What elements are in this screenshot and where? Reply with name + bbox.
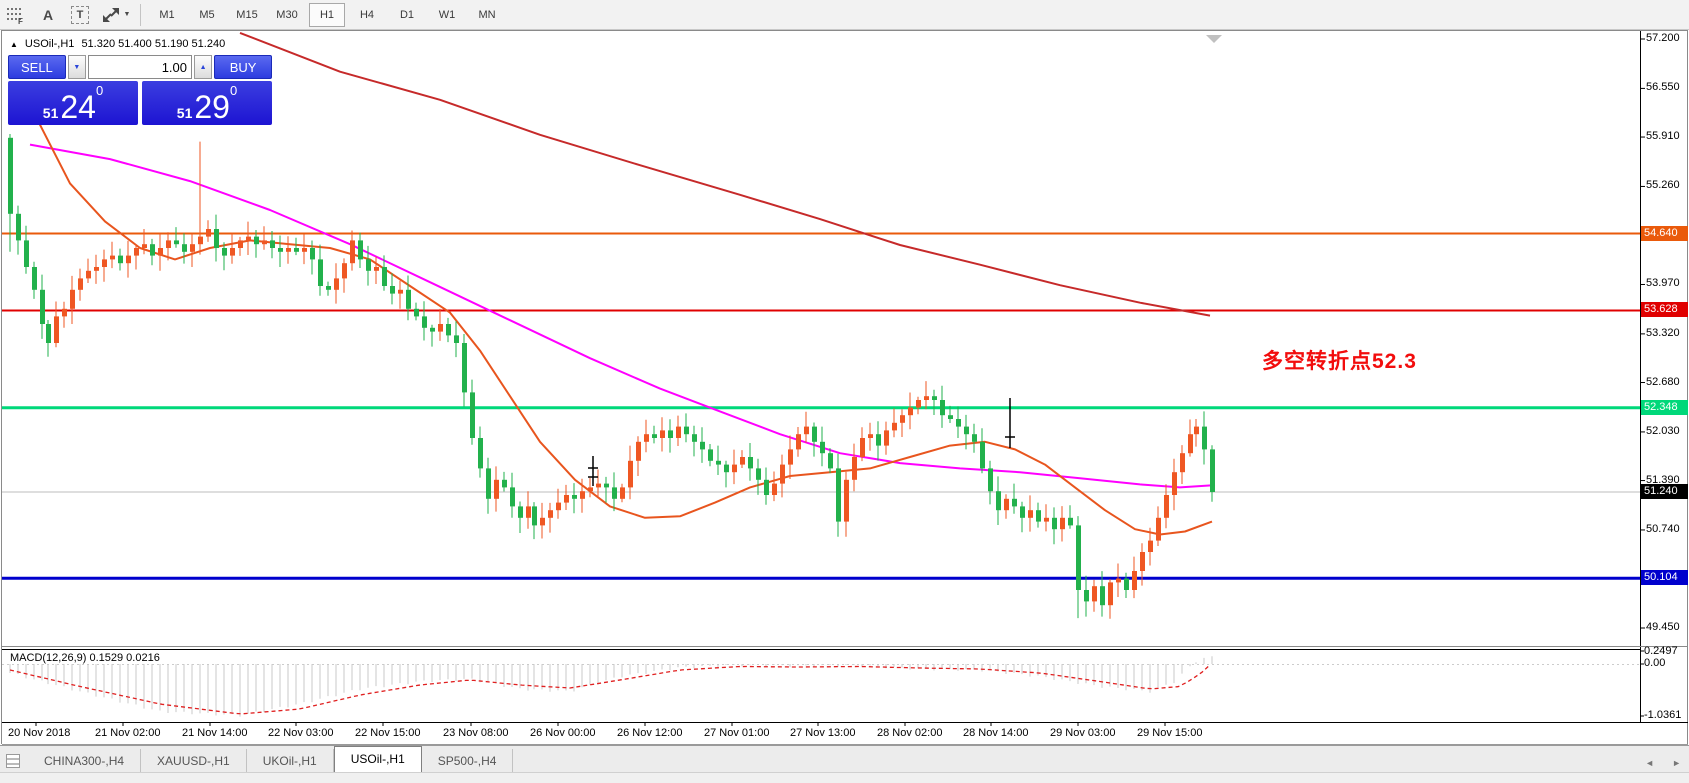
timeframe-m1[interactable]: M1 bbox=[159, 8, 175, 21]
price-tick-label: 53.970 bbox=[1646, 277, 1680, 290]
price-tick-label: 55.260 bbox=[1646, 179, 1680, 192]
price-tick-label: 50.740 bbox=[1646, 522, 1680, 535]
price-tick-label: 55.910 bbox=[1646, 130, 1680, 143]
macd-name: MACD(12,26,9) bbox=[10, 652, 87, 664]
price-level-badge: 50.104 bbox=[1641, 570, 1688, 586]
sell-price-tile[interactable]: 51 24 0 bbox=[8, 81, 138, 125]
price-tick-label: 56.550 bbox=[1646, 81, 1680, 94]
tab-xauusd-h1[interactable]: XAUUSD-,H1 bbox=[141, 749, 247, 773]
ma-fast-orange bbox=[34, 114, 1213, 536]
one-click-trading-panel: SELL ▼ ▲ BUY 51 24 0 51 29 0 bbox=[8, 55, 272, 125]
timeframe-m15[interactable]: M15 bbox=[236, 8, 258, 21]
timeframe-h1[interactable]: H1 bbox=[309, 2, 345, 27]
time-axis-label: 26 Nov 12:00 bbox=[617, 727, 683, 739]
macd-values: 0.1529 0.0216 bbox=[89, 652, 160, 664]
text-tool-glyph: T bbox=[71, 5, 89, 24]
macd-scale-bottom: -1.0361 bbox=[1644, 709, 1682, 721]
price-level-badge: 52.348 bbox=[1641, 399, 1688, 415]
time-axis-label: 22 Nov 03:00 bbox=[268, 727, 334, 739]
status-strip bbox=[0, 772, 1689, 783]
price-level-badge: 51.240 bbox=[1641, 483, 1688, 499]
label-tool-icon[interactable]: A bbox=[42, 6, 54, 23]
timeframe-m30[interactable]: M30 bbox=[276, 8, 298, 21]
tab-ukoil-h1[interactable]: UKOil-,H1 bbox=[247, 749, 334, 773]
price-tick-label: 53.320 bbox=[1646, 326, 1680, 339]
ohlc-values: 51.320 51.400 51.190 51.240 bbox=[81, 38, 226, 50]
buy-price-big: 29 bbox=[194, 89, 230, 125]
symbol-title: USOil-,H1 bbox=[24, 38, 75, 50]
price-level-badge: 54.640 bbox=[1641, 225, 1688, 241]
tab-china300-h4[interactable]: CHINA300-,H4 bbox=[28, 749, 142, 773]
time-axis-label: 22 Nov 15:00 bbox=[355, 727, 421, 739]
sell-price-prefix: 51 bbox=[42, 105, 59, 121]
time-axis-label: 27 Nov 01:00 bbox=[704, 727, 770, 739]
price-tick-label: 57.200 bbox=[1646, 32, 1680, 44]
sell-price-big: 24 bbox=[60, 89, 96, 125]
tab-scroll-right-icon[interactable]: ► bbox=[1672, 758, 1681, 768]
macd-indicator-label: MACD(12,26,9) 0.1529 0.0216 bbox=[10, 652, 160, 664]
price-tick-label: 49.450 bbox=[1646, 621, 1680, 633]
tab-scroll-left-icon[interactable]: ◄ bbox=[1645, 758, 1655, 768]
arrows-tool-icon[interactable]: ▼ bbox=[99, 4, 131, 26]
buy-price-tile[interactable]: 51 29 0 bbox=[142, 81, 272, 125]
chart-header: ▲ USOil-,H1 51.320 51.400 51.190 51.240 bbox=[10, 38, 225, 50]
price-tick-label: 52.030 bbox=[1646, 424, 1680, 437]
expander-icon[interactable]: ▲ bbox=[10, 39, 18, 49]
time-axis-label: 23 Nov 08:00 bbox=[443, 727, 509, 739]
volume-input[interactable] bbox=[88, 55, 192, 79]
time-axis-label: 21 Nov 02:00 bbox=[95, 727, 161, 739]
fibonacci-tool-icon[interactable]: F bbox=[3, 4, 29, 26]
buy-price-sup: 0 bbox=[229, 83, 238, 98]
tab-sp500-h4[interactable]: SP500-,H4 bbox=[422, 749, 514, 773]
ma-slow-darkred bbox=[239, 31, 1211, 317]
chart-list-icon[interactable] bbox=[6, 754, 20, 768]
fibo-letter: F bbox=[18, 17, 23, 24]
macd-scale-top: 0.2497 bbox=[1644, 645, 1678, 657]
time-axis-label: 28 Nov 14:00 bbox=[963, 727, 1029, 739]
price-tick-label: 52.680 bbox=[1646, 375, 1680, 388]
text-tool-icon[interactable]: T bbox=[67, 4, 93, 26]
buy-button[interactable]: BUY bbox=[214, 55, 272, 79]
time-axis-label: 28 Nov 02:00 bbox=[877, 727, 943, 739]
timeframe-d1[interactable]: D1 bbox=[399, 8, 415, 21]
toolbar: F A T ▼ M1 M5 M15 M30 H1 H4 D1 W1 MN bbox=[0, 0, 1689, 30]
time-axis-label: 27 Nov 13:00 bbox=[790, 727, 856, 739]
volume-increase-button[interactable]: ▲ bbox=[194, 55, 213, 79]
tab-usoil-h1[interactable]: USOil-,H1 bbox=[333, 746, 422, 773]
price-level-badge: 53.628 bbox=[1641, 302, 1688, 318]
sell-price-sup: 0 bbox=[95, 83, 104, 98]
timeframe-m5[interactable]: M5 bbox=[199, 8, 215, 21]
chart-annotation-text: 多空转折点52.3 bbox=[1262, 350, 1417, 373]
time-axis-label: 29 Nov 03:00 bbox=[1050, 727, 1116, 739]
buy-price-prefix: 51 bbox=[176, 105, 193, 121]
chart-shift-marker bbox=[1206, 35, 1222, 43]
timeframe-h4[interactable]: H4 bbox=[359, 8, 375, 21]
macd-scale-zero: 0.00 bbox=[1644, 657, 1666, 669]
chart-tab-bar: CHINA300-,H4 XAUUSD-,H1 UKOil-,H1 USOil-… bbox=[0, 745, 1689, 773]
time-axis-label: 29 Nov 15:00 bbox=[1137, 727, 1203, 739]
dropdown-caret-icon[interactable]: ▼ bbox=[123, 11, 131, 18]
toolbar-separator bbox=[140, 3, 141, 26]
volume-decrease-button[interactable]: ▼ bbox=[67, 55, 86, 79]
timeframe-mn[interactable]: MN bbox=[478, 8, 496, 21]
timeframe-w1[interactable]: W1 bbox=[438, 8, 456, 21]
time-axis-label: 26 Nov 00:00 bbox=[530, 727, 596, 739]
time-axis-label: 20 Nov 2018 bbox=[8, 727, 71, 739]
time-axis-label: 21 Nov 14:00 bbox=[182, 727, 248, 739]
sell-button[interactable]: SELL bbox=[8, 55, 66, 79]
ma-mid-magenta bbox=[29, 143, 1216, 489]
price-tick-label: 51.390 bbox=[1646, 473, 1680, 486]
